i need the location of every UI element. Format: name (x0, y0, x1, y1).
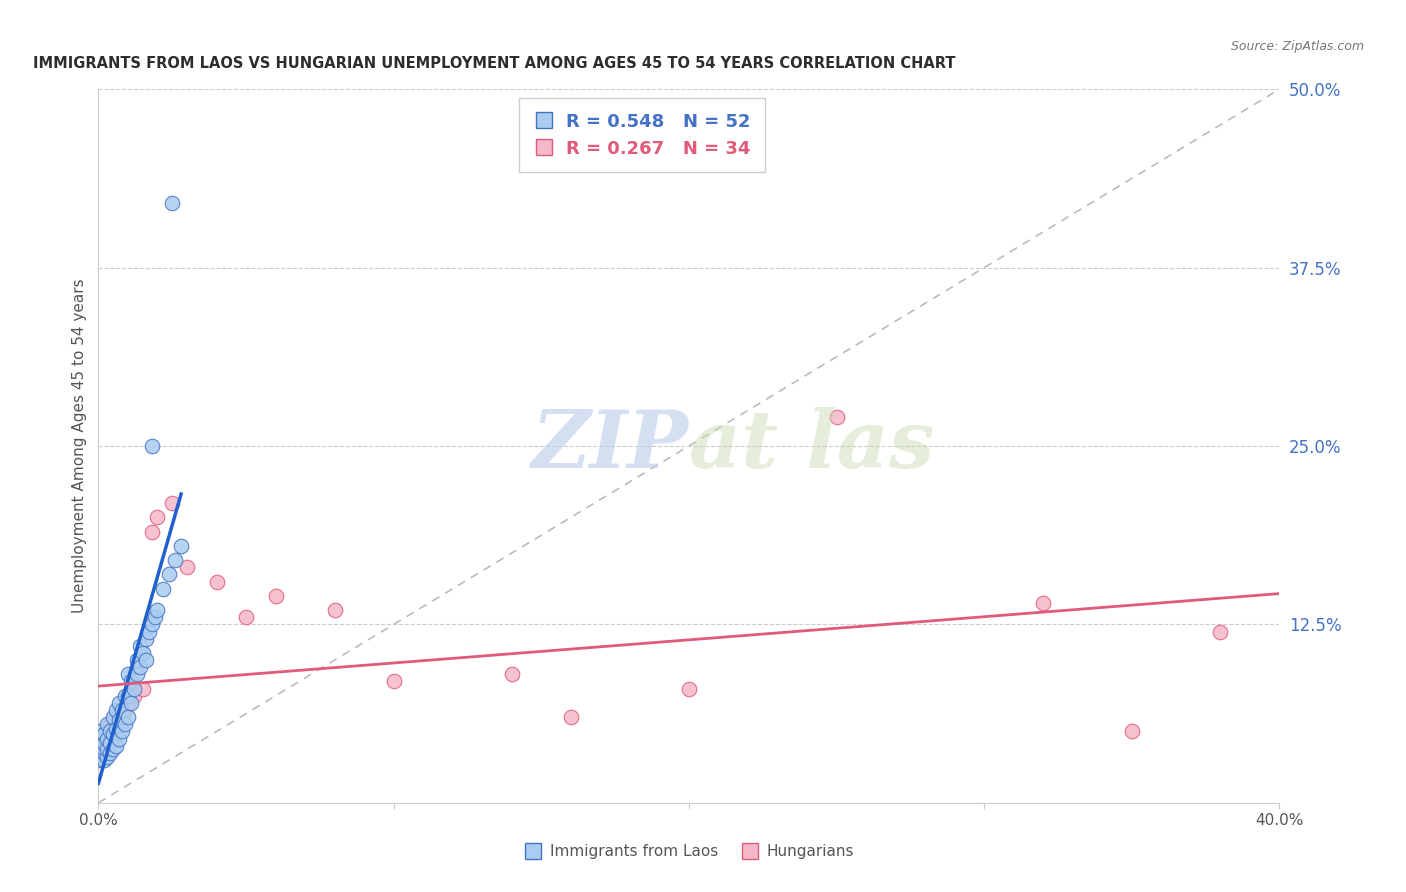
Point (152, 582, 174, 596)
Point (128, 639, 150, 653)
Point (165, 553, 187, 567)
Point (93, 753, 115, 767)
Point (111, 724, 134, 739)
Point (135, 653, 157, 667)
Point (678, 681, 700, 696)
Point (108, 696, 131, 710)
Point (132, 646, 155, 660)
Point (560, 710, 582, 724)
Point (93, 741, 115, 756)
Text: IMMIGRANTS FROM LAOS VS HUNGARIAN UNEMPLOYMENT AMONG AGES 45 TO 54 YEARS CORRELA: IMMIGRANTS FROM LAOS VS HUNGARIAN UNEMPL… (34, 56, 956, 71)
Point (103, 710, 125, 724)
Legend: Immigrants from Laos, Hungarians: Immigrants from Laos, Hungarians (516, 836, 862, 866)
Point (143, 610, 166, 624)
Point (96, 717, 118, 731)
Point (93, 727, 115, 741)
Point (125, 653, 148, 667)
Point (105, 722, 128, 736)
Point (105, 724, 128, 739)
Point (120, 696, 142, 710)
Point (93, 736, 115, 750)
Point (108, 731, 131, 746)
Point (96, 731, 118, 746)
Point (114, 717, 136, 731)
Point (122, 689, 145, 703)
Point (90, 739, 112, 753)
Point (1121, 724, 1143, 739)
Point (90, 739, 112, 753)
Point (96, 739, 118, 753)
Text: ZIP: ZIP (531, 408, 689, 484)
Point (132, 681, 155, 696)
Text: Source: ZipAtlas.com: Source: ZipAtlas.com (1230, 40, 1364, 54)
Point (117, 696, 139, 710)
Point (108, 717, 131, 731)
Point (382, 674, 405, 689)
Point (105, 703, 128, 717)
Point (162, 196, 183, 211)
Point (122, 681, 145, 696)
Point (98, 746, 121, 760)
Point (120, 674, 142, 689)
Point (87, 753, 110, 767)
Point (98, 717, 121, 731)
Point (98, 736, 121, 750)
Point (501, 667, 523, 681)
Point (146, 603, 169, 617)
Point (162, 496, 183, 510)
Point (125, 667, 148, 681)
Point (117, 689, 139, 703)
Point (141, 617, 163, 632)
Point (98, 724, 121, 739)
Point (103, 713, 125, 727)
Point (87, 753, 110, 767)
Point (176, 560, 198, 574)
Point (135, 632, 157, 646)
Point (90, 724, 112, 739)
Point (138, 624, 160, 639)
Point (141, 524, 163, 539)
Point (264, 589, 287, 603)
Point (103, 741, 125, 756)
Point (111, 710, 134, 724)
Point (111, 703, 134, 717)
Point (96, 750, 118, 764)
Point (93, 731, 115, 746)
Y-axis label: Unemployment Among Ages 45 to 54 years: Unemployment Among Ages 45 to 54 years (72, 278, 87, 614)
Point (90, 746, 112, 760)
Point (1032, 596, 1054, 610)
Point (93, 746, 115, 760)
Point (157, 567, 180, 582)
Point (114, 689, 136, 703)
Point (114, 703, 136, 717)
Point (108, 713, 131, 727)
Point (96, 727, 118, 741)
Point (117, 667, 139, 681)
Point (141, 439, 163, 453)
Point (170, 539, 193, 553)
Point (117, 710, 139, 724)
Point (825, 410, 848, 425)
Point (98, 736, 121, 750)
Text: at las: at las (689, 408, 935, 484)
Point (96, 741, 118, 756)
Point (205, 574, 228, 589)
Point (105, 739, 128, 753)
Point (323, 603, 346, 617)
Point (93, 741, 115, 756)
Point (90, 746, 112, 760)
Point (103, 731, 125, 746)
Point (128, 660, 150, 674)
Point (1209, 624, 1232, 639)
Point (235, 610, 257, 624)
Point (146, 510, 169, 524)
Point (103, 727, 125, 741)
